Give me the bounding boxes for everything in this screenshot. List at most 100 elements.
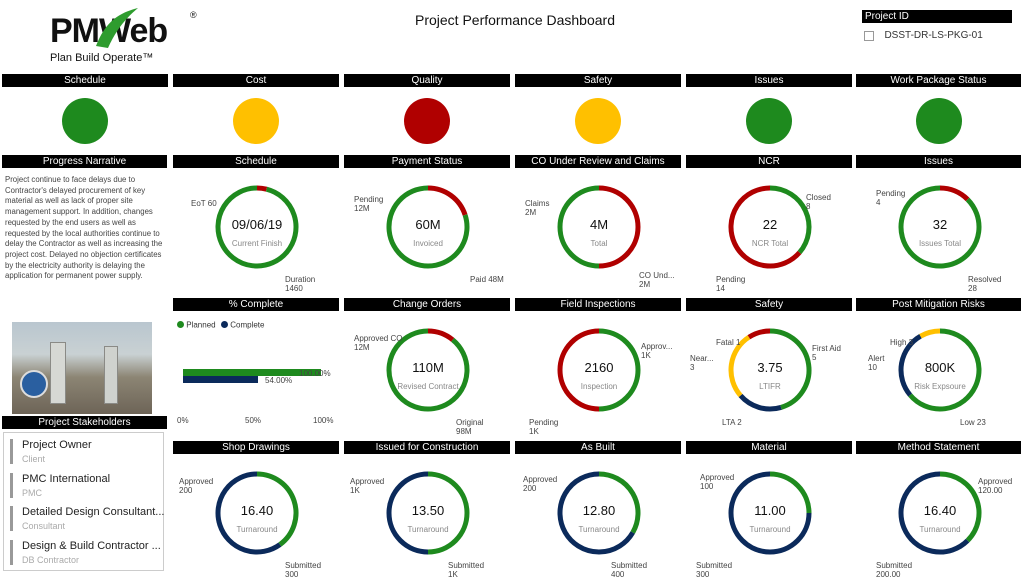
donut-chart [386,328,470,412]
donut-segment[interactable] [386,328,470,412]
donut-segment-label: Approved 1K [350,477,385,495]
donut-segment[interactable] [427,328,455,342]
donut-segment-label: Paid 48M [470,275,504,284]
donut-tile-change-orders[interactable]: 110M Revised Contract Approved CO 12M Origi… [344,312,512,436]
donut-value: 12.80 [582,503,616,518]
donut-segment[interactable] [898,334,922,397]
donut-segment[interactable] [898,185,982,269]
donut-caption: Turnaround [919,525,961,534]
stakeholder-item[interactable]: Design & Build Contractor ... DB Contract… [10,539,170,565]
donut-segment[interactable] [386,185,470,269]
stakeholder-item[interactable]: PMC International PMC [10,472,170,498]
donut-tile-post-mitigation-risks[interactable]: 800K Risk Expsoure High 3 Alert 10 Low 23 [856,312,1024,432]
stakeholder-item[interactable]: Project Owner Client [10,439,170,464]
status-indicator [916,98,962,144]
donut-segment[interactable] [215,185,299,269]
tile-header-ncr: NCR [686,155,852,168]
donut-tile-issues[interactable]: 32 Issues Total Pending 4 Resolved 28 [856,169,1024,293]
donut-segment-label: Pending 14 [716,275,746,293]
donut-chart [215,471,299,555]
donut-tile-method-statement[interactable]: 16.40 Turnaround Approved 120.00 Submitted … [856,455,1024,579]
tile-header-field-inspections: Field Inspections [515,298,681,311]
donut-segment-label: Approved 200 [179,477,214,495]
donut-segment[interactable] [557,328,600,412]
status-indicator [575,98,621,144]
gauge-icon [20,370,48,398]
donut-caption: Turnaround [749,525,791,534]
donut-tile-field-inspections[interactable]: 2160 Inspection Approv... 1K Pending 1K [515,312,683,436]
donut-tile-material[interactable]: 11.00 Turnaround Approved 100 Submitted 300 [686,455,854,579]
site-photo [12,322,152,414]
percent-complete-header: % Complete [173,298,339,311]
status-indicator [404,98,450,144]
donut-segment-label: Approved 200 [523,475,558,493]
donut-chart [557,471,641,555]
donut-tile-schedule[interactable]: 09/06/19 Current Finish EoT 60 Duration 146… [173,169,341,293]
donut-segment-label: Approved 120.00 [978,477,1013,495]
donut-segment-label: EoT 60 [191,199,217,208]
donut-tile-as-built[interactable]: 12.80 Turnaround Approved 200 Submitted 400 [515,455,683,579]
donut-chart [215,185,299,269]
tile-header-post-mitigation-risks: Post Mitigation Risks [856,298,1021,311]
donut-segment[interactable] [598,471,641,534]
tile-header-co-under-review-and-claims: CO Under Review and Claims [515,155,681,168]
legend-dot-planned [177,321,184,329]
donut-tile-ncr[interactable]: 22 NCR Total Closed 8 Pending 14 [686,169,854,293]
donut-value: 16.40 [923,503,957,518]
percent-complete-chart: Planned Complete 100.00% 54.00% 0% 50% 1… [173,312,339,432]
donut-segment-label: High 3 [890,338,914,347]
tile-header-as-built: As Built [515,441,681,454]
donut-segment-label: Approved CO 12M [354,334,403,352]
donut-chart [898,471,982,555]
donut-value: 110M [412,360,444,375]
donut-segment[interactable] [738,393,782,412]
donut-segment[interactable] [427,471,470,555]
project-id-header: Project ID [862,10,1012,23]
donut-segment[interactable] [939,185,970,202]
donut-segment-label: First Aid 5 [812,344,841,362]
donut-segment[interactable] [215,471,282,555]
donut-segment-label: Submitted 200.00 [876,561,913,579]
donut-segment[interactable] [898,471,970,555]
donut-tile-issued-for-construction[interactable]: 13.50 Turnaround Approved 1K Submitted 1K [344,455,512,579]
progress-narrative-header: Progress Narrative [2,155,167,168]
donut-chart [898,185,982,269]
tick-label: 0% [177,416,189,425]
donut-segment-label: Duration 1460 [285,275,316,293]
donut-segment[interactable] [769,185,812,255]
donut-segment[interactable] [598,328,641,412]
donut-tile-payment-status[interactable]: 60M Invoiced Pending 12M Paid 48M [344,169,512,289]
donut-value: 60M [415,217,441,232]
donut-segment[interactable] [747,328,771,340]
donut-tile-shop-drawings[interactable]: 16.40 Turnaround Approved 200 Submitted 300 [173,455,341,579]
donut-segment[interactable] [908,328,982,412]
checkbox-icon[interactable] [864,30,874,41]
donut-segment[interactable] [598,185,641,269]
tile-header-issues: Issues [856,155,1021,168]
tile-header-change-orders: Change Orders [344,298,510,311]
donut-segment[interactable] [557,185,600,269]
donut-caption: Issues Total [918,239,962,248]
donut-tile-co-under-review-and-claims[interactable]: 4M Total Claims 2M CO Und... 2M [515,169,683,289]
donut-segment[interactable] [769,328,812,410]
legend-dot-complete [221,321,228,329]
donut-segment[interactable] [256,185,268,192]
donut-segment[interactable] [919,328,941,339]
donut-segment[interactable] [939,471,982,543]
stakeholder-item[interactable]: Detailed Design Consultant... Consultant [10,506,170,531]
donut-segment[interactable] [386,471,429,555]
donut-segment-label: Claims 2M [525,199,550,217]
donut-segment[interactable] [557,471,635,555]
status-header-issues: Issues [686,74,852,87]
project-id-option[interactable]: DSST-DR-LS-PKG-01 [864,27,983,41]
donut-segment[interactable] [427,185,468,216]
donut-segment[interactable] [769,471,812,514]
donut-segment[interactable] [728,185,802,269]
donut-segment[interactable] [728,471,812,555]
bar-complete-label: 54.00% [265,376,293,385]
donut-caption: Turnaround [407,525,449,534]
donut-segment-label: Submitted 400 [611,561,648,579]
donut-segment[interactable] [256,471,299,547]
donut-tile-safety[interactable]: 3.75 LTIFR Fatal 1 First Aid 5 Near... 3 LTA … [686,312,854,432]
donut-segment[interactable] [728,335,751,398]
